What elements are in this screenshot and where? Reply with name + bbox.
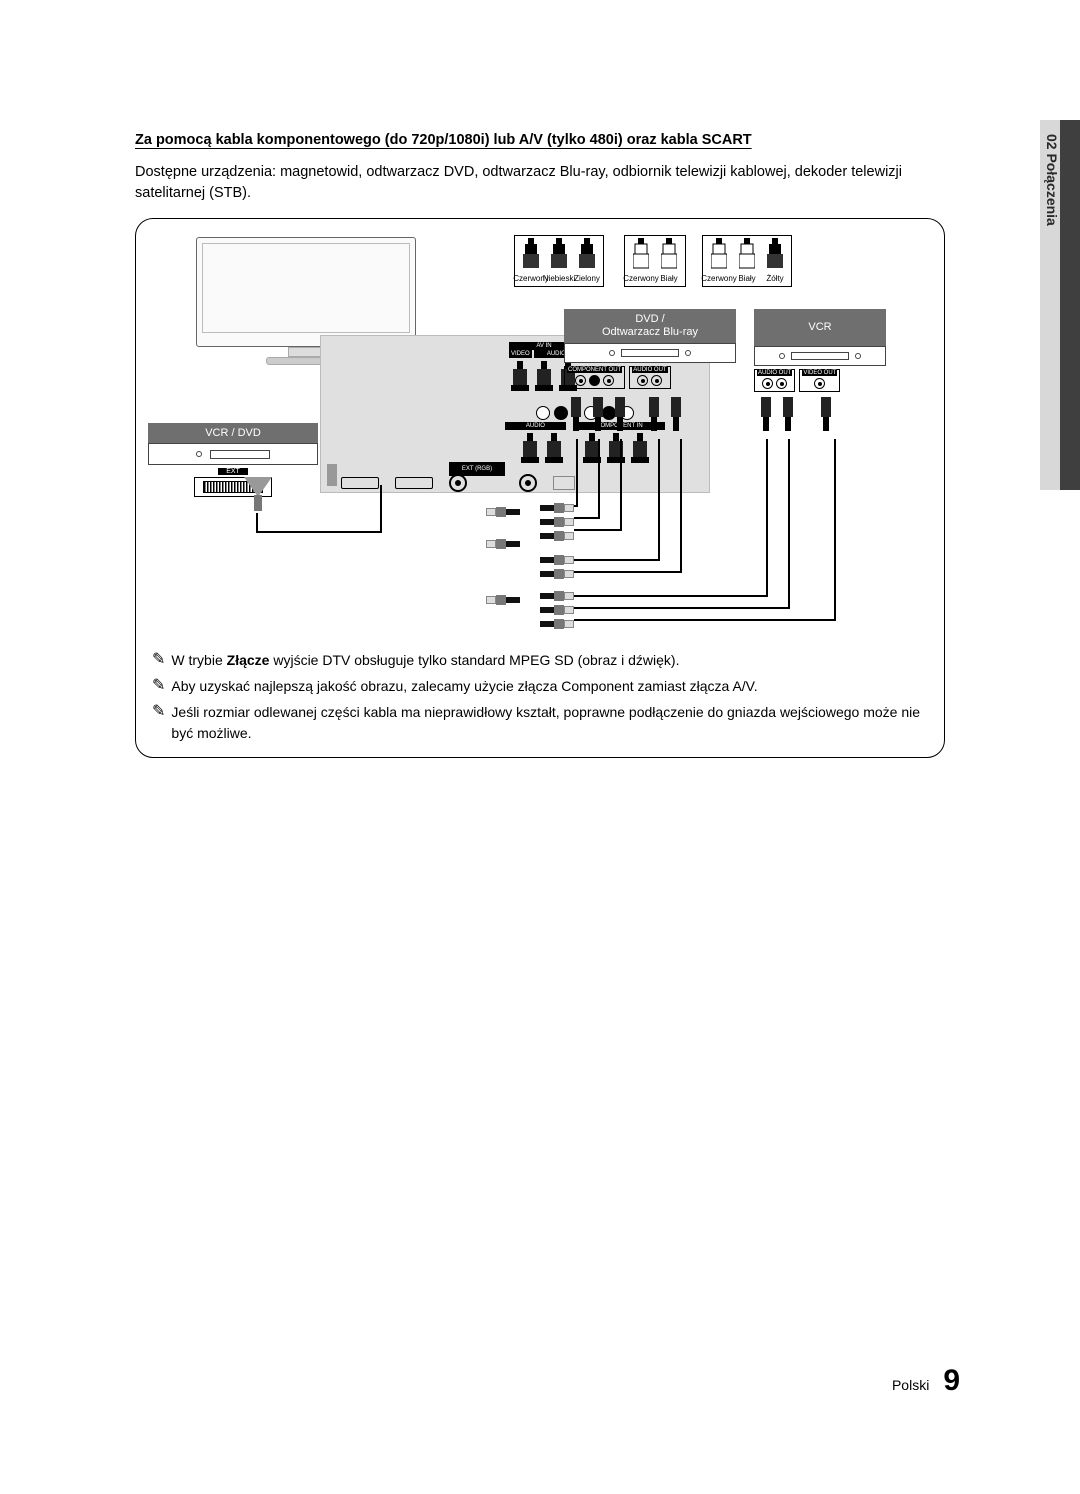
panel-bottom-ports: [341, 474, 575, 492]
audio-out-ports: AUDIO OUT: [754, 369, 795, 392]
cable-line: [256, 513, 258, 531]
plug-icon: Czerwony: [629, 238, 653, 283]
section-description: Dostępne urządzenia: magnetowid, odtwarz…: [135, 162, 945, 204]
page-number: 9: [943, 1364, 960, 1398]
footer-language: Polski: [892, 1377, 929, 1393]
note-bullet-icon: ✎: [152, 702, 165, 743]
cable-cluster: [540, 503, 574, 541]
plug-icon: Niebieski: [547, 238, 571, 283]
content-area: Za pomocą kabla komponentowego (do 720p/…: [135, 132, 945, 758]
note-bullet-icon: ✎: [152, 650, 165, 670]
plug-icon: Czerwony: [707, 238, 731, 283]
manual-page: 02 Połączenia Za pomocą kabla komponento…: [0, 0, 1080, 1494]
plug-icon: Czerwony: [519, 238, 543, 283]
cable-cluster: [486, 595, 520, 605]
rca-port-icon: [449, 474, 467, 492]
cable-cluster: [540, 591, 574, 629]
note-item: ✎ Aby uzyskać najlepszą jakość obrazu, z…: [152, 676, 928, 696]
page-footer: Polski 9: [892, 1364, 960, 1398]
audio-out-ports: AUDIO OUT: [629, 366, 670, 389]
hdmi-port-icon: [341, 477, 379, 489]
scart-port-icon: [395, 477, 433, 489]
note-bullet-icon: ✎: [152, 676, 165, 696]
vcr-device: VCR AUDIO OUT VIDEO OUT: [754, 309, 886, 392]
av-jack: [535, 361, 553, 391]
component-out-ports: COMPONENT OUT: [564, 366, 625, 389]
video-out-ports: VIDEO OUT: [799, 369, 840, 392]
section-tab-label: 02 Połączenia: [1040, 128, 1060, 328]
plug-icon: Zielony: [575, 238, 599, 283]
plug-group-audio: Czerwony Biały: [624, 235, 686, 287]
dvd-bluray-device: DVD /Odtwarzacz Blu-ray COMPONENT OUT AU…: [564, 309, 736, 389]
cable-cluster: [540, 555, 574, 579]
av-jack: [511, 361, 529, 391]
lan-port-icon: [553, 476, 575, 490]
plug-group-component: Czerwony Niebieski Zielony: [514, 235, 604, 287]
connection-diagram: AV IN VIDEO AUDIO: [135, 218, 945, 758]
section-tab: 02 Połączenia: [1040, 120, 1080, 490]
note-item: ✎ W trybie Złącze wyjście DTV obsługuje …: [152, 650, 928, 670]
plug-group-av: Czerwony Biały Żółty: [702, 235, 792, 287]
dvd-down-plugs: [568, 397, 684, 439]
plug-icon: Biały: [657, 238, 681, 283]
vcr-down-plugs: [758, 397, 834, 439]
vcr-dvd-scart-device: VCR / DVD EXT: [148, 423, 318, 497]
rca-port-icon: [519, 474, 537, 492]
cable-end-icon: [540, 503, 574, 513]
cable-cluster: [486, 507, 520, 549]
plug-icon: Żółty: [763, 238, 787, 283]
section-heading: Za pomocą kabla komponentowego (do 720p/…: [135, 132, 945, 148]
note-item: ✎ Jeśli rozmiar odlewanej części kabla m…: [152, 702, 928, 743]
plug-icon: Biały: [735, 238, 759, 283]
scart-plug-icon: [244, 477, 272, 513]
notes-list: ✎ W trybie Złącze wyjście DTV obsługuje …: [152, 644, 928, 743]
